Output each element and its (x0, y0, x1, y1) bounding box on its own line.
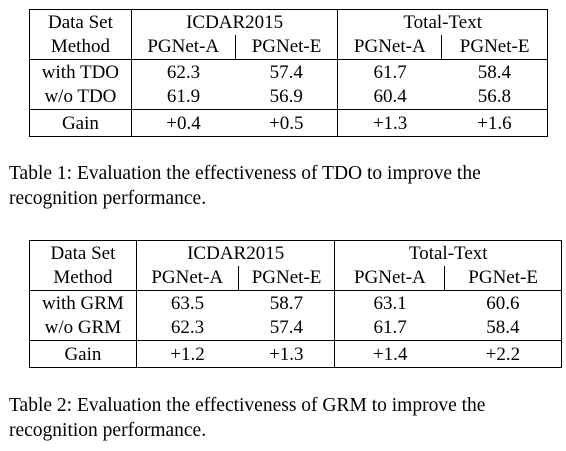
table-cell: 63.1 (334, 290, 445, 316)
table-row: w/o TDO 61.9 56.9 60.4 56.8 (29, 84, 548, 110)
table-cell: +0.5 (235, 109, 339, 137)
table-header-cell: Total-Text (334, 240, 562, 266)
table-cell: 57.4 (238, 315, 336, 341)
table-2-caption: Table 2: Evaluation the effectiveness of… (9, 395, 486, 441)
table-cell: +2.2 (444, 340, 562, 368)
table-1: Data Set ICDAR2015 Total-Text Method PGN… (29, 9, 548, 137)
table-cell: +1.6 (441, 109, 548, 137)
table-cell: +1.2 (135, 340, 239, 368)
table-row: w/o GRM 62.3 57.4 61.7 58.4 (29, 315, 562, 341)
table-2: Data Set ICDAR2015 Total-Text Method PGN… (29, 240, 562, 368)
table-cell: +1.3 (337, 109, 442, 137)
table-header-cell: Data Set (29, 240, 137, 266)
table-header-cell: ICDAR2015 (135, 240, 336, 266)
table-cell: 62.3 (135, 315, 239, 341)
row-label: with GRM (29, 290, 137, 316)
table-cell: 61.7 (334, 315, 445, 341)
row-label: with TDO (29, 59, 132, 85)
table-cell: 56.8 (441, 84, 548, 110)
table-cell: 60.6 (444, 290, 562, 316)
table-header-cell: Method (29, 34, 132, 60)
table-header-cell: Data Set (29, 9, 132, 35)
table-1-caption: Table 1: Evaluation the effectiveness of… (9, 163, 481, 209)
table-header-cell: PGNet-A (337, 34, 443, 60)
header-row: Data Set ICDAR2015 Total-Text (29, 240, 562, 266)
header-row: Data Set ICDAR2015 Total-Text (29, 9, 548, 35)
table-header-cell: Method (29, 265, 137, 291)
table-cell: 61.9 (130, 84, 236, 110)
table-header-cell: PGNet-E (444, 265, 562, 291)
table-row: with TDO 62.3 57.4 61.7 58.4 (29, 59, 548, 85)
table-cell: 60.4 (337, 84, 442, 110)
row-label: Gain (29, 340, 137, 368)
gain-row: Gain +0.4 +0.5 +1.3 +1.6 (29, 109, 548, 137)
table-cell: 57.4 (235, 59, 339, 85)
table-header-cell: PGNet-A (135, 265, 239, 291)
header-row: Method PGNet-A PGNet-E PGNet-A PGNet-E (29, 265, 562, 291)
row-label: w/o GRM (29, 315, 137, 341)
header-row: Method PGNet-A PGNet-E PGNet-A PGNet-E (29, 34, 548, 60)
table-cell: 58.4 (444, 315, 562, 341)
table-cell: 63.5 (135, 290, 239, 316)
table-header-cell: ICDAR2015 (130, 9, 339, 35)
row-label: w/o TDO (29, 84, 132, 110)
table-header-cell: PGNet-A (130, 34, 236, 60)
table-cell: +1.4 (334, 340, 445, 368)
table-header-cell: PGNet-E (237, 265, 336, 291)
row-label: Gain (29, 109, 132, 137)
table-header-cell: PGNet-E (441, 34, 548, 60)
gain-row: Gain +1.2 +1.3 +1.4 +2.2 (29, 340, 562, 368)
table-header-cell: Total-Text (337, 9, 548, 35)
table-cell: 61.7 (337, 59, 442, 85)
table-cell: 58.7 (238, 290, 336, 316)
table-header-cell: PGNet-A (334, 265, 446, 291)
table-cell: +0.4 (130, 109, 236, 137)
table-cell: +1.3 (238, 340, 336, 368)
table-row: with GRM 63.5 58.7 63.1 60.6 (29, 290, 562, 316)
table-header-cell: PGNet-E (234, 34, 339, 60)
table-cell: 56.9 (235, 84, 339, 110)
table-cell: 62.3 (130, 59, 236, 85)
table-cell: 58.4 (441, 59, 548, 85)
